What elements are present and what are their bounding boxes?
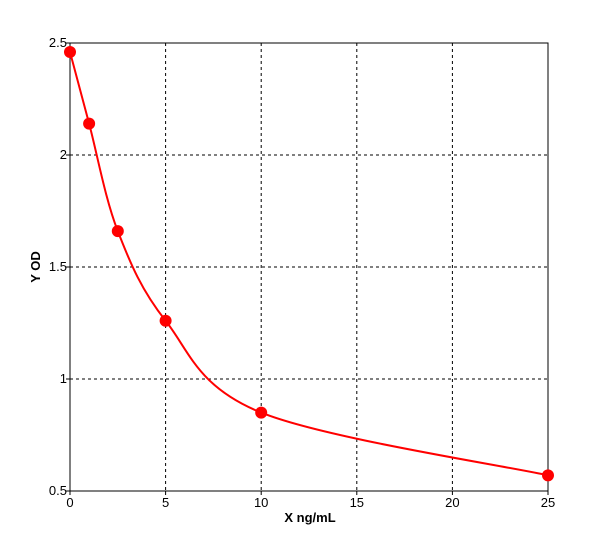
data-point [542, 469, 554, 482]
y-tick-label: 1.5 [49, 259, 67, 274]
y-tick-label: 1 [60, 371, 67, 386]
x-tick-label: 15 [350, 495, 364, 510]
data-point [255, 406, 268, 419]
data-point [111, 225, 124, 238]
x-tick-label: 5 [162, 495, 169, 510]
y-axis-title: Y OD [28, 251, 43, 283]
x-tick-label: 20 [445, 495, 459, 510]
x-tick-label: 25 [541, 495, 555, 510]
y-tick-label: 0.5 [49, 483, 67, 498]
plot-frame [69, 42, 549, 492]
data-point [64, 45, 76, 58]
y-tick-label: 2.5 [49, 35, 67, 50]
x-tick-label: 0 [66, 495, 73, 510]
x-tick-label: 10 [254, 495, 268, 510]
data-point [83, 117, 96, 130]
data-point [159, 314, 172, 327]
x-axis-title: X ng/mL [284, 510, 335, 525]
y-tick-label: 2 [60, 147, 67, 162]
curve [69, 51, 549, 477]
